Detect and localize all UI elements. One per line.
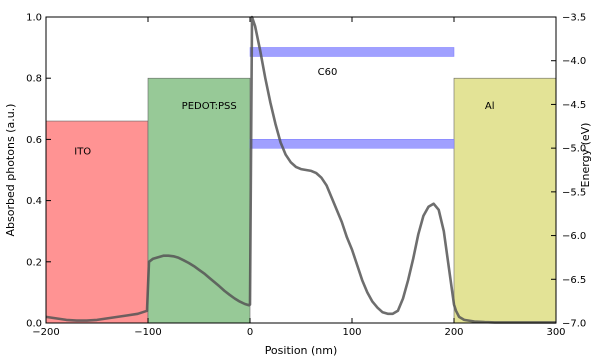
layer-label-c60: C60 [318, 67, 338, 78]
absorbed-photons-line [45, 15, 556, 324]
x-tick-label: −200 [32, 327, 59, 338]
x-tick-label: 0 [247, 327, 253, 338]
y2-tick-label: −6.0 [562, 231, 586, 242]
y2-tick-label: −6.5 [562, 275, 586, 286]
tick-group: −200 −100 0 100 200 300 0.0 0.2 0.4 0.6 0.8 1.0 −7.0… [26, 13, 586, 339]
y-tick-label: 0.0 [26, 319, 42, 330]
y-axis-label: Absorbed photons (a.u.) [4, 104, 17, 237]
x-axis-label: Position (nm) [265, 344, 338, 357]
plot-frame [45, 16, 557, 324]
y-tick-label: 1.0 [26, 13, 42, 24]
x-tick-label: 100 [342, 327, 361, 338]
layer-label-pedot-pss: PEDOT:PSS [182, 101, 237, 112]
x-tick-label: 200 [444, 327, 463, 338]
y-tick-label: 0.2 [26, 257, 42, 268]
y-tick-label: 0.6 [26, 135, 42, 146]
y-tick-label: 0.4 [26, 196, 42, 207]
energy-level-band [249, 47, 455, 57]
layer-regions: ITO PEDOT:PSS C60 Al [45, 67, 557, 324]
y2-tick-label: −4.5 [562, 100, 586, 111]
y2-tick-label: −7.0 [562, 319, 586, 330]
layer-label-al: Al [485, 101, 495, 112]
y2-tick-label: −3.5 [562, 13, 586, 24]
energy-levels [249, 47, 455, 149]
layer-al [453, 77, 557, 324]
y-tick-label: 0.8 [26, 74, 42, 85]
y2-tick-label: −4.0 [562, 56, 586, 67]
series-group [45, 15, 556, 324]
label-group: Position (nm) Absorbed photons (a.u.) En… [4, 104, 592, 357]
layer-ito [45, 120, 149, 324]
y2-axis-label: Energy (eV) [579, 123, 592, 188]
x-tick-label: −100 [134, 327, 161, 338]
layer-label-ito: ITO [74, 147, 91, 158]
y2-tick-label: −5.5 [562, 187, 586, 198]
x-tick-label: 300 [546, 327, 565, 338]
layer-pedot-pss [147, 77, 251, 324]
y2-tick-label: −5.0 [562, 144, 586, 155]
